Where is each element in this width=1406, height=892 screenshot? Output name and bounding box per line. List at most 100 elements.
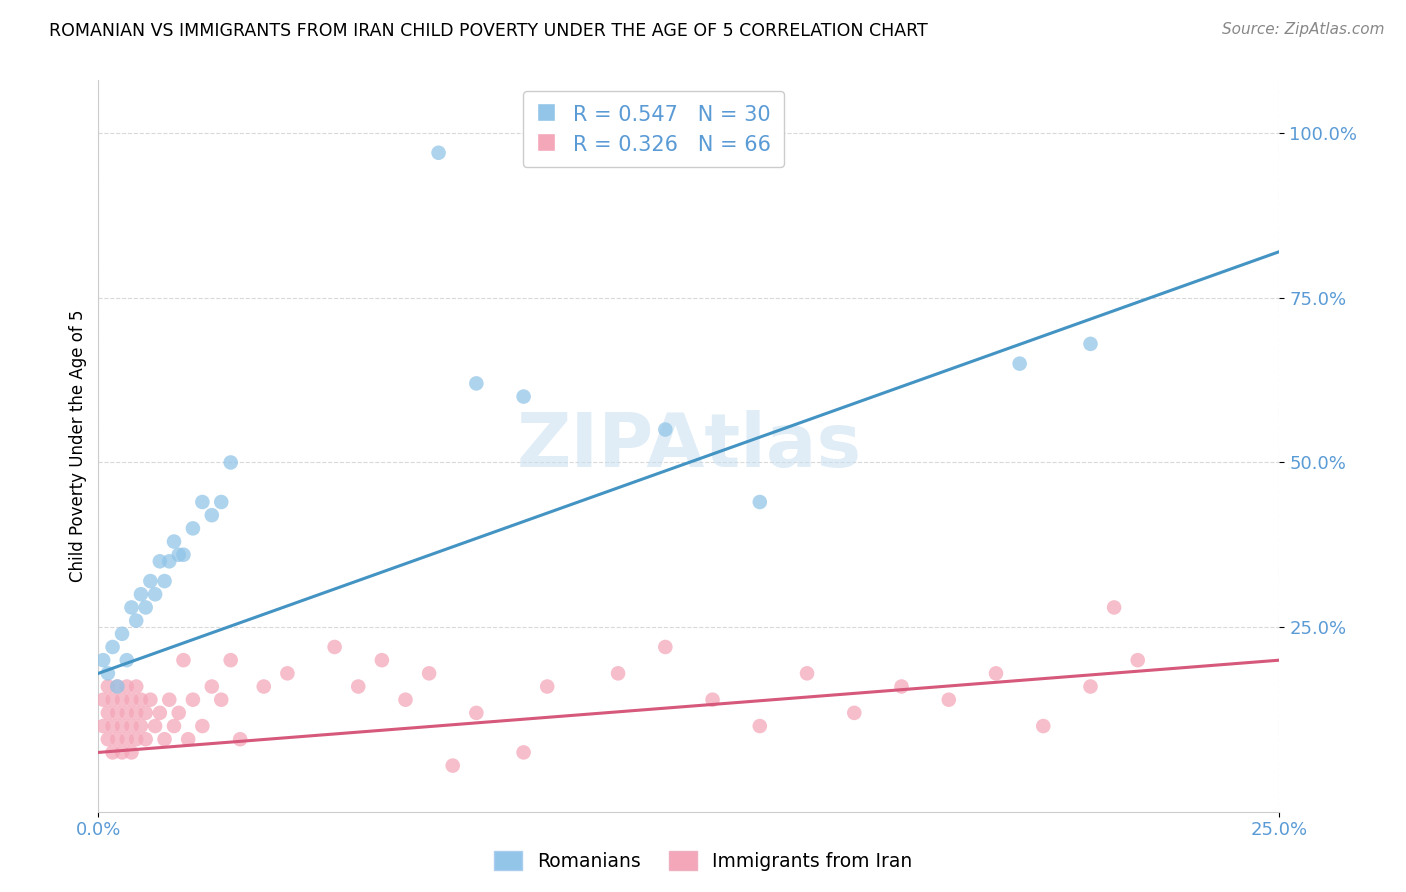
Point xyxy=(115,732,138,747)
Point xyxy=(219,653,242,667)
Point xyxy=(139,692,162,706)
Point xyxy=(702,692,724,706)
Point xyxy=(201,680,224,694)
Point xyxy=(748,495,770,509)
Point xyxy=(101,746,124,760)
Point xyxy=(465,376,488,391)
Point xyxy=(111,692,134,706)
Point xyxy=(418,666,440,681)
Point xyxy=(512,390,534,404)
Point xyxy=(121,692,143,706)
Point xyxy=(253,680,276,694)
Point xyxy=(181,692,204,706)
Point xyxy=(229,732,252,747)
Point xyxy=(512,746,534,760)
Point xyxy=(654,423,676,437)
Point xyxy=(115,706,138,720)
Point xyxy=(323,640,346,654)
Legend: Romanians, Immigrants from Iran: Romanians, Immigrants from Iran xyxy=(486,843,920,878)
Point xyxy=(172,548,194,562)
Point xyxy=(135,600,157,615)
Point xyxy=(219,455,242,469)
Point xyxy=(149,554,172,568)
Point xyxy=(121,746,143,760)
Point xyxy=(163,719,186,733)
Point xyxy=(91,692,114,706)
Point xyxy=(347,680,370,694)
Point xyxy=(129,719,152,733)
Point xyxy=(115,653,138,667)
Point xyxy=(143,719,166,733)
Point xyxy=(97,706,120,720)
Point xyxy=(105,706,128,720)
Point xyxy=(1080,680,1102,694)
Point xyxy=(177,732,200,747)
Point xyxy=(1032,719,1054,733)
Point xyxy=(97,666,120,681)
Point xyxy=(172,653,194,667)
Point xyxy=(91,719,114,733)
Point xyxy=(209,495,232,509)
Point xyxy=(97,680,120,694)
Point xyxy=(153,574,176,588)
Point xyxy=(105,680,128,694)
Point xyxy=(135,732,157,747)
Point xyxy=(1126,653,1149,667)
Legend: R = 0.547   N = 30, R = 0.326   N = 66: R = 0.547 N = 30, R = 0.326 N = 66 xyxy=(523,91,783,168)
Point xyxy=(163,534,186,549)
Point xyxy=(181,521,204,535)
Point xyxy=(1008,357,1031,371)
Point xyxy=(536,680,558,694)
Point xyxy=(97,732,120,747)
Point xyxy=(427,145,450,160)
Point xyxy=(115,680,138,694)
Point xyxy=(441,758,464,772)
Point xyxy=(465,706,488,720)
Point xyxy=(796,666,818,681)
Point xyxy=(101,692,124,706)
Point xyxy=(125,680,148,694)
Point xyxy=(654,640,676,654)
Point xyxy=(101,640,124,654)
Point xyxy=(209,692,232,706)
Point xyxy=(984,666,1007,681)
Point xyxy=(111,746,134,760)
Point xyxy=(157,692,180,706)
Point xyxy=(149,706,172,720)
Point xyxy=(153,732,176,747)
Text: ZIPAtlas: ZIPAtlas xyxy=(516,409,862,483)
Y-axis label: Child Poverty Under the Age of 5: Child Poverty Under the Age of 5 xyxy=(69,310,87,582)
Point xyxy=(191,719,214,733)
Point xyxy=(121,600,143,615)
Point xyxy=(201,508,224,523)
Point xyxy=(607,666,630,681)
Point xyxy=(125,614,148,628)
Point xyxy=(121,719,143,733)
Text: ROMANIAN VS IMMIGRANTS FROM IRAN CHILD POVERTY UNDER THE AGE OF 5 CORRELATION CH: ROMANIAN VS IMMIGRANTS FROM IRAN CHILD P… xyxy=(49,22,928,40)
Point xyxy=(105,680,128,694)
Point xyxy=(129,692,152,706)
Point xyxy=(125,732,148,747)
Point xyxy=(191,495,214,509)
Point xyxy=(143,587,166,601)
Point xyxy=(157,554,180,568)
Point xyxy=(111,719,134,733)
Point xyxy=(125,706,148,720)
Point xyxy=(105,732,128,747)
Point xyxy=(111,627,134,641)
Point xyxy=(276,666,298,681)
Point xyxy=(371,653,394,667)
Point xyxy=(167,548,190,562)
Point xyxy=(748,719,770,733)
Point xyxy=(394,692,416,706)
Point xyxy=(938,692,960,706)
Point xyxy=(135,706,157,720)
Point xyxy=(844,706,866,720)
Point xyxy=(91,653,114,667)
Point xyxy=(139,574,162,588)
Text: Source: ZipAtlas.com: Source: ZipAtlas.com xyxy=(1222,22,1385,37)
Point xyxy=(167,706,190,720)
Point xyxy=(1080,336,1102,351)
Point xyxy=(890,680,912,694)
Point xyxy=(129,587,152,601)
